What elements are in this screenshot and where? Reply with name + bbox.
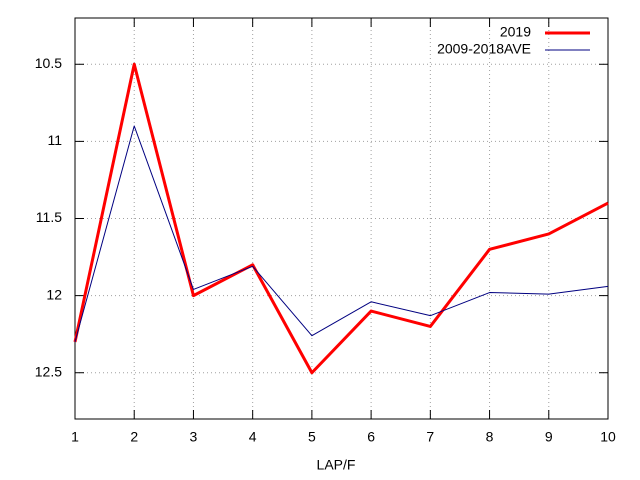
x-tick-label: 8	[486, 429, 494, 445]
x-tick-label: 1	[71, 429, 79, 445]
x-tick-label: 7	[426, 429, 434, 445]
y-tick-label: 12	[46, 286, 62, 302]
x-tick-label: 9	[545, 429, 553, 445]
x-tick-label: 4	[249, 429, 257, 445]
y-tick-label: 11	[47, 132, 62, 148]
y-tick-label: 10.5	[35, 55, 62, 71]
x-tick-label: 6	[367, 429, 375, 445]
x-tick-label: 5	[308, 429, 316, 445]
y-tick-label: 11.5	[36, 209, 62, 225]
series-line	[73, 62, 609, 375]
plot-border	[74, 17, 609, 420]
x-axis-label: LAP/F	[317, 457, 356, 473]
x-tick-label: 3	[190, 429, 198, 445]
legend-label: 2019	[500, 24, 531, 40]
series-line	[74, 125, 609, 343]
x-tick-label: 2	[130, 429, 138, 445]
x-tick-label: 10	[600, 429, 616, 445]
legend-label: 2009-2018AVE	[437, 41, 531, 57]
y-tick-label: 12.5	[35, 363, 62, 379]
